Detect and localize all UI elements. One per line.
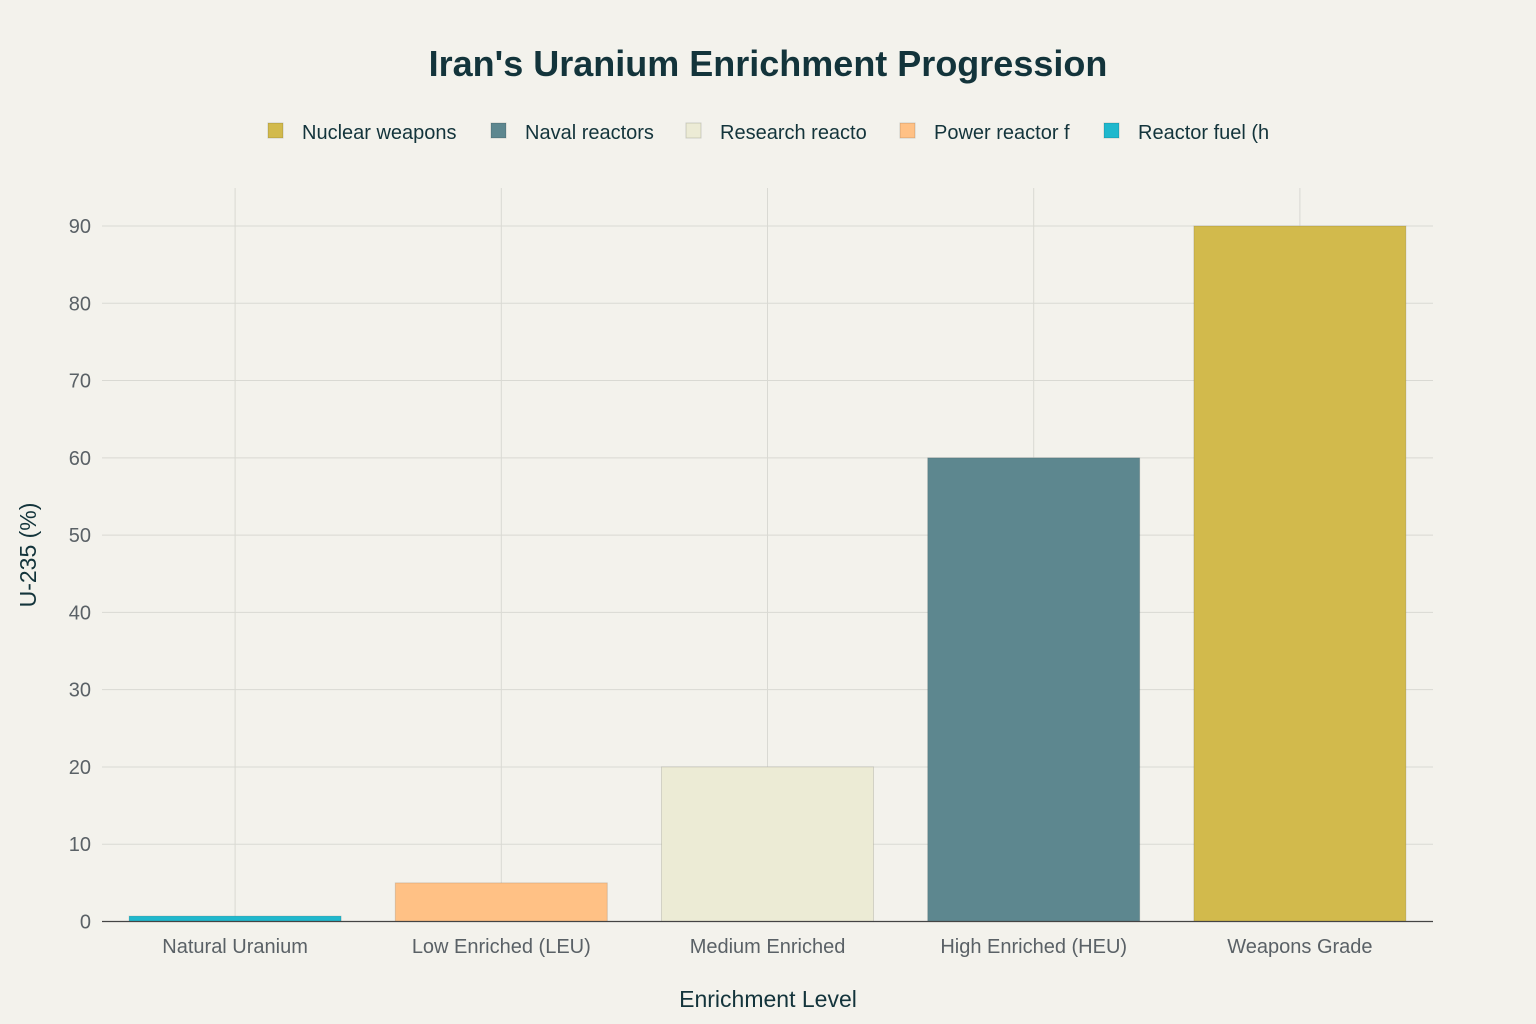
legend: Nuclear weapons Naval reactors Research re…: [267, 122, 1269, 144]
bars: [128, 225, 1407, 923]
bar-weapons-grade: [1193, 225, 1407, 922]
x-tick-label: High Enriched (HEU): [940, 936, 1127, 958]
x-tick-label: Natural Uranium: [162, 936, 308, 958]
y-tick-label: 60: [69, 448, 91, 470]
legend-label: Nuclear weapons: [302, 122, 457, 144]
legend-label: Research reacto: [720, 122, 867, 144]
chart-title: Iran's Uranium Enrichment Progression: [429, 43, 1108, 84]
legend-swatch: [267, 122, 284, 139]
bar-natural-uranium: [128, 915, 342, 923]
x-tick-label: Low Enriched (LEU): [412, 936, 591, 958]
y-tick-labels: 0 10 20 30 40 50 60 70 80 90: [69, 216, 91, 934]
x-tick-label: Weapons Grade: [1227, 936, 1372, 958]
legend-label: Naval reactors: [525, 122, 654, 144]
y-tick-label: 70: [69, 371, 91, 393]
bar-medium-enriched: [661, 766, 874, 923]
legend-label: Reactor fuel (h: [1138, 122, 1269, 144]
x-axis-title: Enrichment Level: [679, 986, 857, 1012]
legend-label: Power reactor f: [934, 122, 1070, 144]
y-tick-label: 0: [80, 912, 91, 934]
y-tick-label: 90: [69, 216, 91, 238]
legend-swatch: [899, 122, 916, 139]
y-tick-label: 30: [69, 680, 91, 702]
legend-swatch: [1103, 122, 1120, 139]
bar-low-enriched-leu: [394, 882, 608, 922]
x-tick-labels: Natural Uranium Low Enriched (LEU) Medium …: [162, 936, 1372, 958]
bar-high-enriched-heu: [927, 457, 1141, 922]
y-tick-label: 10: [69, 834, 91, 856]
x-tick-label: Medium Enriched: [690, 936, 846, 958]
y-tick-label: 80: [69, 293, 91, 315]
y-axis-title: U-235 (%): [15, 503, 41, 608]
legend-swatch: [685, 122, 702, 139]
y-tick-label: 20: [69, 757, 91, 779]
y-tick-label: 40: [69, 602, 91, 624]
y-tick-label: 50: [69, 525, 91, 547]
legend-swatch: [490, 122, 507, 139]
